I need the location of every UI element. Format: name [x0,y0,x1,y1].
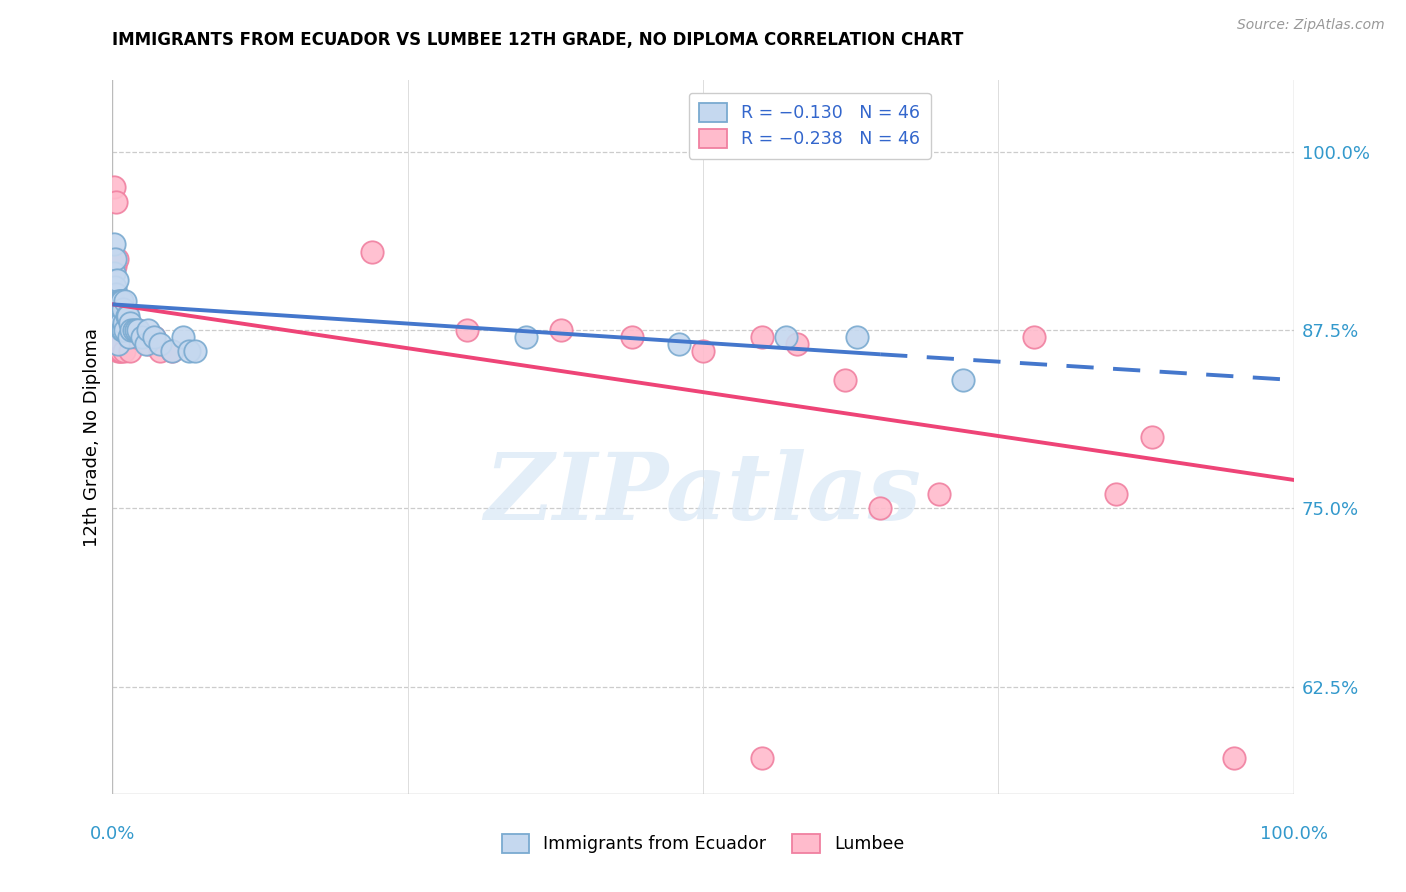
Point [111,316,134,330]
Point [112,301,135,316]
Point [103,180,125,194]
Point [105,309,128,323]
Point [127,323,149,337]
Point [108,316,131,330]
Point [114,294,136,309]
Point [692,344,714,359]
Point [105,316,128,330]
Point [105,252,128,266]
Point [118,323,141,337]
Point [1223,751,1246,765]
Point [515,330,537,344]
Point [125,330,148,344]
Point [120,316,142,330]
Point [1105,487,1128,501]
Point [869,501,891,516]
Point [107,294,129,309]
Point [751,330,773,344]
Point [105,194,128,209]
Point [111,337,134,351]
Point [122,323,145,337]
Point [115,309,138,323]
Legend: Immigrants from Ecuador, Lumbee: Immigrants from Ecuador, Lumbee [495,827,911,860]
Point [184,344,207,359]
Point [104,252,127,266]
Point [114,323,136,337]
Point [112,323,135,337]
Point [107,337,129,351]
Point [775,330,797,344]
Point [361,244,384,259]
Point [105,309,128,323]
Point [751,751,773,765]
Point [104,309,127,323]
Point [110,323,132,337]
Point [108,323,131,337]
Point [135,337,157,351]
Point [120,344,142,359]
Point [107,323,129,337]
Point [136,337,159,351]
Point [952,373,974,387]
Point [108,344,131,359]
Point [131,330,153,344]
Point [110,294,132,309]
Point [112,323,135,337]
Point [104,259,127,273]
Point [142,330,165,344]
Point [136,323,159,337]
Point [125,323,148,337]
Point [1140,430,1163,444]
Point [131,330,153,344]
Text: 0.0%: 0.0% [90,825,135,843]
Point [112,344,135,359]
Point [103,237,125,252]
Point [928,487,950,501]
Point [149,337,172,351]
Point [149,344,172,359]
Point [117,330,139,344]
Point [110,316,132,330]
Point [111,323,134,337]
Point [668,337,690,351]
Point [120,323,142,337]
Point [621,330,644,344]
Point [118,330,141,344]
Point [120,323,142,337]
Point [112,316,135,330]
Point [117,309,139,323]
Point [112,323,135,337]
Text: ZIPatlas: ZIPatlas [485,450,921,539]
Text: IMMIGRANTS FROM ECUADOR VS LUMBEE 12TH GRADE, NO DIPLOMA CORRELATION CHART: IMMIGRANTS FROM ECUADOR VS LUMBEE 12TH G… [112,31,965,49]
Point [179,344,201,359]
Point [103,294,125,309]
Point [550,323,572,337]
Point [104,280,127,294]
Point [107,344,129,359]
Text: 100.0%: 100.0% [1260,825,1327,843]
Point [845,330,868,344]
Point [115,323,138,337]
Point [786,337,808,351]
Point [834,373,856,387]
Point [172,330,194,344]
Point [160,344,183,359]
Point [114,323,136,337]
Point [456,323,478,337]
Point [105,287,128,301]
Point [122,323,145,337]
Point [105,273,128,287]
Point [1022,330,1045,344]
Point [127,323,149,337]
Point [108,294,131,309]
Point [103,266,125,280]
Point [142,330,165,344]
Point [110,344,132,359]
Point [160,344,183,359]
Text: Source: ZipAtlas.com: Source: ZipAtlas.com [1237,18,1385,32]
Point [103,316,125,330]
Y-axis label: 12th Grade, No Diploma: 12th Grade, No Diploma [83,327,101,547]
Point [111,294,134,309]
Point [107,316,129,330]
